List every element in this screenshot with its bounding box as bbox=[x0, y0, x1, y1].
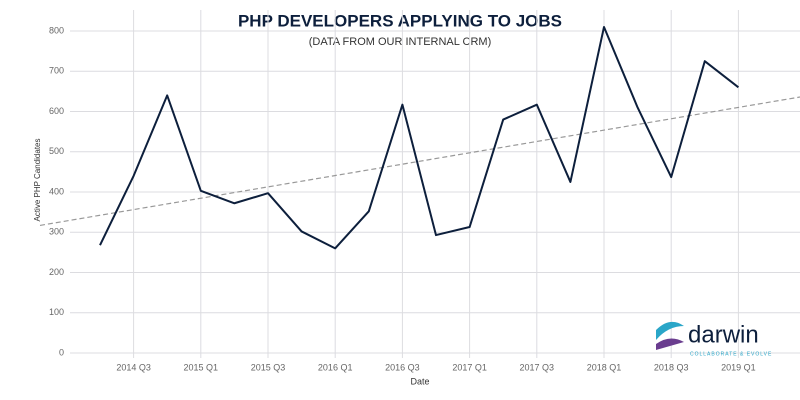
x-tick-label: 2016 Q3 bbox=[385, 362, 420, 372]
x-tick-label: 2016 Q1 bbox=[318, 362, 353, 372]
y-tick-label: 200 bbox=[49, 267, 64, 277]
y-tick-label: 500 bbox=[49, 146, 64, 156]
x-tick-label: 2018 Q3 bbox=[654, 362, 689, 372]
logo-mark bbox=[656, 338, 684, 350]
x-tick-label: 2015 Q1 bbox=[184, 362, 219, 372]
y-tick-label: 600 bbox=[49, 106, 64, 116]
y-tick-label: 400 bbox=[49, 186, 64, 196]
logo: darwin COLLABORATE & EVOLVE bbox=[656, 321, 772, 357]
y-tick-label: 700 bbox=[49, 66, 64, 76]
logo-name: darwin bbox=[688, 321, 759, 348]
x-tick-label: 2017 Q1 bbox=[452, 362, 487, 372]
chart-title: PHP DEVELOPERS APPLYING TO JOBS bbox=[238, 11, 562, 30]
logo-tagline: COLLABORATE & EVOLVE bbox=[690, 351, 772, 357]
y-tick-label: 100 bbox=[49, 307, 64, 317]
chart-subtitle: (DATA FROM OUR INTERNAL CRM) bbox=[309, 36, 492, 48]
y-tick-label: 300 bbox=[49, 227, 64, 237]
data-line bbox=[99, 25, 740, 250]
x-tick-label: 2019 Q1 bbox=[721, 362, 756, 372]
y-axis-label: Active PHP Candidates bbox=[33, 138, 42, 221]
y-tick-label: 0 bbox=[59, 347, 64, 357]
x-tick-label: 2018 Q1 bbox=[587, 362, 622, 372]
x-axis-label: Date bbox=[410, 376, 429, 386]
logo-mark bbox=[656, 321, 684, 340]
x-tick-label: 2014 Q3 bbox=[116, 362, 151, 372]
x-tick-label: 2015 Q3 bbox=[251, 362, 286, 372]
y-tick-label: 800 bbox=[49, 25, 64, 35]
trend-line bbox=[39, 96, 800, 226]
x-tick-label: 2017 Q3 bbox=[520, 362, 555, 372]
